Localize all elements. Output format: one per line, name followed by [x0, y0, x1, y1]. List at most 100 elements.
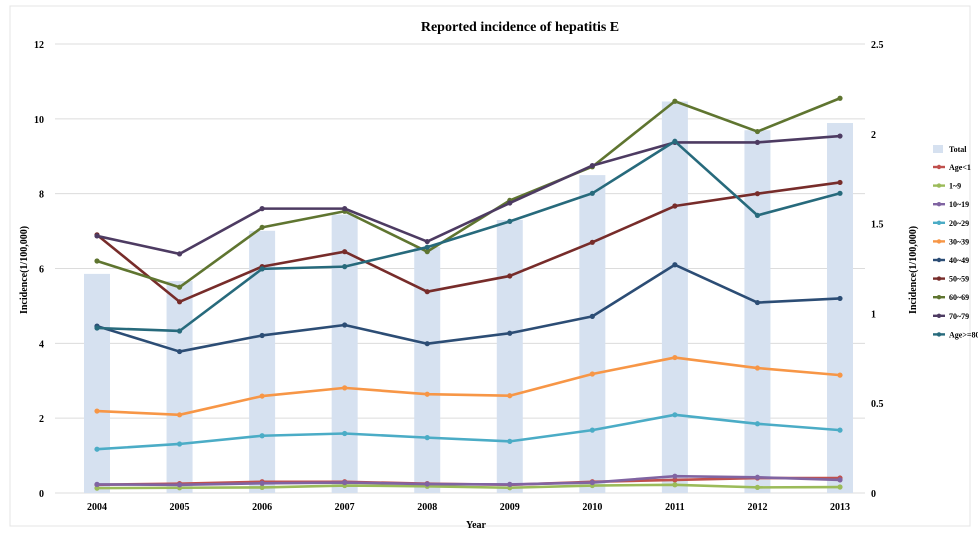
- data-point: [176, 328, 183, 334]
- y-tick-label-left: 6: [39, 265, 44, 276]
- data-point: [342, 206, 348, 212]
- data-point: [837, 190, 843, 196]
- line-series: [94, 95, 843, 491]
- series-line: [96, 97, 841, 289]
- data-point: [837, 484, 843, 490]
- data-point: [94, 485, 100, 491]
- data-point: [837, 427, 843, 433]
- data-point: [424, 238, 430, 245]
- data-point: [176, 482, 183, 488]
- x-tick-label: 2009: [500, 502, 520, 513]
- legend-swatch-marker: [936, 295, 942, 300]
- data-point: [424, 341, 430, 347]
- data-point: [259, 484, 265, 490]
- legend-swatch-marker: [936, 183, 942, 188]
- data-point: [672, 262, 678, 268]
- legend-label: 40~49: [949, 256, 969, 265]
- bar: [744, 130, 771, 493]
- data-point: [507, 330, 513, 336]
- data-point: [176, 441, 183, 447]
- data-point: [507, 200, 513, 206]
- legend-swatch-marker: [936, 239, 942, 244]
- data-point: [507, 218, 513, 224]
- data-point: [94, 258, 100, 264]
- legend-swatch-marker: [936, 313, 942, 318]
- bar: [166, 281, 193, 493]
- data-point: [507, 273, 513, 279]
- data-point: [754, 212, 761, 218]
- y-tick-label-right: 1.5: [871, 220, 884, 231]
- y-axis-title-left: Incidence(1/100,000): [19, 226, 30, 314]
- series-line: [96, 263, 841, 353]
- data-point: [672, 98, 678, 104]
- series-line: [96, 483, 841, 490]
- data-point: [589, 239, 595, 245]
- data-point: [754, 421, 761, 427]
- y-tick-label-left: 10: [34, 115, 44, 126]
- legend-swatch-marker: [936, 257, 942, 263]
- data-point: [259, 393, 265, 399]
- x-tick-label: 2010: [582, 502, 602, 513]
- data-point: [754, 474, 761, 480]
- data-point: [424, 391, 430, 397]
- series-line: [96, 181, 841, 304]
- x-tick-label: 2005: [170, 502, 190, 513]
- series-line: [96, 474, 841, 487]
- data-point: [259, 332, 265, 339]
- y-tick-label-left: 0: [39, 489, 44, 500]
- y-tick-label-right: 2.5: [871, 40, 884, 51]
- x-tick-label: 2007: [335, 502, 355, 513]
- legend-label: 60~69: [949, 293, 969, 302]
- data-point: [259, 433, 265, 439]
- y-tick-label-right: 0.5: [871, 399, 884, 410]
- y-tick-label-left: 4: [39, 339, 44, 350]
- chart-frame: [9, 5, 971, 527]
- data-point: [176, 299, 183, 305]
- data-point: [342, 430, 348, 437]
- bar: [579, 175, 606, 493]
- data-point: [94, 481, 100, 487]
- x-tick-label: 2006: [252, 502, 272, 513]
- data-point: [94, 233, 100, 239]
- data-point: [507, 438, 513, 444]
- legend-label: 10~19: [949, 200, 969, 209]
- x-axis-title: Year: [466, 520, 487, 531]
- y-tick-label-left: 12: [34, 40, 44, 51]
- x-tick-label: 2004: [87, 502, 107, 513]
- data-point: [259, 266, 265, 272]
- y-tick-label-right: 0: [871, 489, 876, 500]
- data-point: [94, 325, 100, 331]
- data-point: [259, 224, 265, 230]
- data-point: [342, 479, 348, 486]
- bar: [661, 101, 688, 494]
- data-point: [672, 473, 678, 479]
- data-point: [507, 481, 513, 487]
- legend-swatch-marker: [936, 164, 942, 170]
- legend-label: 70~79: [949, 312, 969, 321]
- data-point: [672, 482, 678, 488]
- legend-swatch-marker: [936, 220, 942, 225]
- legend-label: Total: [949, 145, 967, 154]
- x-tick-label: 2013: [830, 502, 850, 513]
- legend-label: 20~29: [949, 219, 969, 228]
- data-point: [589, 427, 595, 433]
- data-point: [94, 446, 100, 452]
- data-point: [424, 244, 430, 250]
- data-point: [424, 249, 430, 255]
- data-point: [754, 128, 761, 135]
- data-point: [837, 179, 843, 186]
- x-tick-label: 2011: [665, 502, 684, 513]
- data-point: [342, 249, 348, 255]
- bar: [496, 220, 523, 493]
- legend-swatch-marker: [936, 202, 942, 207]
- data-point: [424, 289, 430, 295]
- data-point: [672, 203, 678, 209]
- bar: [414, 246, 441, 493]
- data-point: [672, 138, 678, 144]
- data-point: [176, 284, 183, 290]
- y-tick-label-left: 2: [39, 414, 44, 425]
- legend-label: 30~39: [949, 237, 969, 246]
- legend-label: 50~59: [949, 275, 969, 284]
- legend-swatch-marker: [936, 276, 942, 281]
